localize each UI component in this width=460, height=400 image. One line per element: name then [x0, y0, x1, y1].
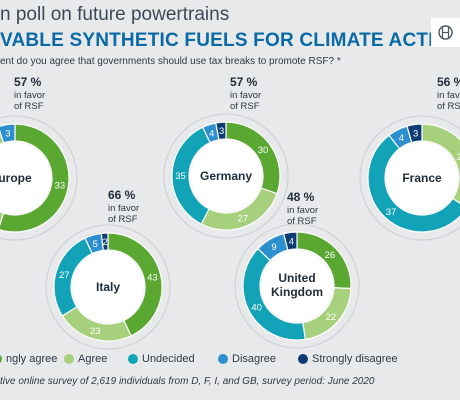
donut-segment-strongly-disagree: [406, 123, 423, 144]
country-label: Germany: [200, 169, 252, 183]
donut-segment-strongly-disagree: [282, 231, 298, 251]
country-label: Italy: [96, 280, 120, 294]
donut-segment-agree: [0, 129, 5, 227]
legend: ngly agree Agree Undecided Disagree Strongly…: [0, 352, 460, 368]
donut-segment-agree: [421, 123, 460, 204]
title-line-1: n poll on future powertrains: [0, 4, 230, 25]
favor-percent: 48 %: [287, 190, 315, 204]
country-label: Kingdom: [271, 285, 323, 299]
segment-value-label: 3: [5, 129, 10, 140]
legend-label: Disagree: [232, 353, 277, 365]
donut-segment-strongly-disagree: [215, 121, 227, 141]
country-label: urope: [0, 171, 32, 185]
donut-hole: [72, 251, 144, 323]
segment-value-label: 22: [326, 312, 337, 323]
segment-value-label: 23: [457, 152, 460, 163]
favor-label: of RSF: [108, 214, 138, 225]
favor-label: of RSF: [287, 216, 317, 227]
legend-label: Agree: [78, 353, 108, 365]
favor-percent: 57 %: [14, 75, 42, 89]
segment-value-label: 27: [59, 270, 70, 281]
segment-value-label: 33: [55, 181, 66, 192]
segment-value-label: 27: [238, 214, 249, 225]
legend-swatch: [298, 354, 308, 364]
donut-segment-strongly-agree: [0, 123, 70, 233]
legend-item-ngly-agree: ngly agree: [0, 352, 57, 366]
donut-hole: [386, 142, 458, 214]
country-label: France: [402, 171, 442, 185]
legend-swatch: [0, 354, 2, 364]
donut-hole: [261, 250, 333, 322]
segment-value-label: 37: [386, 207, 397, 218]
donut-segment-undecided: [367, 134, 460, 233]
segment-value-label: 2: [102, 237, 107, 248]
legend-swatch: [64, 354, 74, 364]
donut-outer-ring: [234, 223, 360, 349]
legend-swatch: [218, 354, 228, 364]
segment-value-label: 23: [90, 326, 101, 337]
favor-label: in favor: [108, 203, 139, 214]
legend-item-disagree: Disagree: [218, 352, 276, 366]
segment-value-label: 5: [93, 239, 98, 250]
favor-percent: 57 %: [230, 75, 258, 89]
country-label: United: [278, 271, 315, 285]
favor-label: of RSF: [437, 101, 460, 112]
segment-value-label: 4: [289, 236, 294, 247]
legend-label: ngly agree: [6, 353, 58, 365]
title-line-2: VABLE SYNTHETIC FUELS FOR CLIMATE ACTION: [0, 30, 460, 51]
segment-value-label: 9: [271, 242, 276, 253]
donut-hole: [0, 142, 51, 214]
segment-value-label: 40: [251, 303, 262, 314]
donut-outer-ring: [45, 224, 171, 350]
segment-value-label: 26: [325, 250, 336, 261]
legend-item-strongly-disagree: Strongly disagree: [298, 352, 398, 366]
segment-value-label: 3: [413, 128, 418, 139]
favor-label: in favor: [230, 90, 261, 101]
donut-segment-disagree: [0, 123, 16, 144]
segment-value-label: 4: [209, 128, 214, 139]
segment-value-label: 43: [147, 273, 158, 284]
legend-label: Strongly disagree: [312, 353, 398, 365]
donut-hole: [190, 140, 262, 212]
segment-value-label: 35: [175, 171, 186, 182]
segment-value-label: 3: [219, 126, 224, 137]
donut-segment-strongly-disagree: [100, 232, 109, 251]
favor-label: in favor: [287, 205, 318, 216]
donut-outer-ring: [0, 115, 78, 241]
favor-label: of RSF: [230, 101, 260, 112]
favor-label: in favor: [437, 90, 460, 101]
legend-swatch: [128, 354, 138, 364]
footnote: tive online survey of 2,619 individuals …: [0, 376, 375, 387]
favor-percent: 56 %: [437, 75, 460, 89]
segment-value-label: 30: [258, 145, 269, 156]
donut-outer-ring: [359, 115, 460, 241]
donut-outer-ring: [163, 113, 289, 239]
segment-value-label: 4: [399, 133, 404, 144]
legend-label: Undecided: [142, 353, 195, 365]
favor-label: of RSF: [14, 101, 44, 112]
legend-item-agree: Agree: [64, 352, 107, 366]
survey-question: ent do you agree that governments should…: [0, 56, 341, 67]
favor-percent: 66 %: [108, 188, 136, 202]
brand-logo: [431, 18, 460, 47]
favor-label: in favor: [14, 90, 45, 101]
legend-item-undecided: Undecided: [128, 352, 195, 366]
